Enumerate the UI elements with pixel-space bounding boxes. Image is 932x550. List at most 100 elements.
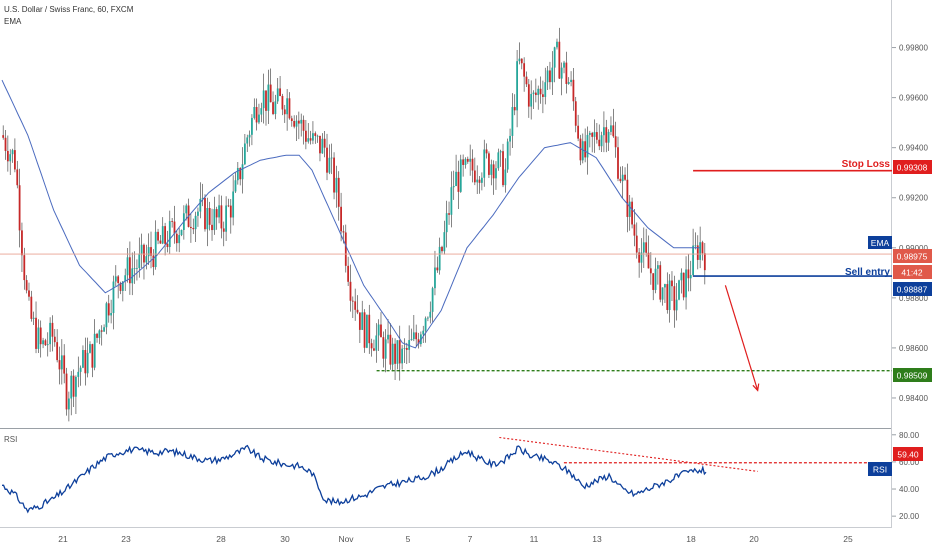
candle-body (656, 265, 659, 269)
candle-body (356, 309, 359, 313)
candle-body (549, 70, 551, 83)
candle-body (4, 137, 7, 151)
sell-entry-price: 0.98887 (897, 285, 928, 295)
candle-body (471, 158, 474, 171)
rsi-tick-label: 40.00 (899, 485, 920, 494)
candle-body (586, 134, 589, 158)
sell-entry-price-tag (893, 282, 932, 296)
candle-body (473, 170, 476, 183)
candle-body (11, 150, 14, 155)
stop-loss-price-tag (893, 160, 932, 174)
candle-body (396, 340, 399, 364)
candle-body (645, 242, 648, 253)
candle-body (225, 205, 228, 232)
candle-body (326, 147, 328, 173)
candle-body (133, 268, 136, 270)
candle-body (246, 137, 249, 144)
candle-body (131, 268, 134, 284)
candle-body (434, 267, 436, 289)
candle-body (699, 242, 702, 260)
rsi-tick-label: 80.00 (899, 431, 920, 440)
candle-body (499, 151, 502, 153)
current-price: 0.98975 (897, 252, 928, 262)
candle-body (368, 314, 371, 344)
candle-body (32, 317, 35, 319)
candle-body (612, 125, 615, 137)
candle-body (314, 133, 317, 136)
time-tick-label: 18 (686, 534, 696, 544)
candle-body (462, 159, 465, 165)
candle-body (241, 164, 244, 180)
candle-body (405, 348, 408, 350)
candle-body (457, 171, 460, 192)
candle-body (518, 58, 521, 62)
candle-body (208, 208, 211, 225)
candle-body (128, 257, 131, 284)
candle-body (389, 334, 392, 365)
candle-body (366, 314, 368, 348)
time-tick-label: 11 (530, 534, 539, 544)
candle-body (476, 179, 479, 183)
candle-body (119, 282, 122, 291)
candle-body (300, 119, 303, 124)
candle-body (617, 147, 619, 179)
candle-body (553, 47, 556, 68)
candle-body (581, 141, 584, 161)
candle-body (436, 267, 439, 271)
candle-body (591, 132, 594, 137)
candle-body (445, 213, 448, 233)
candle-body (194, 215, 197, 230)
candle-body (215, 209, 218, 218)
candle-body (593, 132, 596, 137)
candle-body (276, 88, 279, 102)
candle-body (664, 284, 666, 288)
candle-body (304, 130, 307, 142)
candle-body (342, 231, 345, 233)
candle-body (659, 265, 662, 300)
candle-body (595, 132, 598, 140)
candle-body (340, 206, 342, 232)
candle-body (347, 265, 350, 282)
candle-body (678, 280, 680, 300)
candle-body (513, 107, 516, 111)
candle-body (267, 84, 270, 111)
candle-body (661, 287, 664, 300)
candle-body (626, 179, 629, 217)
candle-body (424, 318, 427, 331)
candle-body (358, 312, 361, 330)
candle-body (520, 58, 523, 64)
candle-body (635, 235, 638, 253)
candle-body (30, 296, 33, 319)
candle-body (565, 62, 568, 84)
candle-body (450, 187, 453, 215)
candle-body (619, 178, 622, 182)
candle-body (44, 340, 47, 346)
candle-body (297, 120, 300, 124)
candle-body (588, 132, 591, 135)
candle-body (671, 280, 673, 287)
candle-body (377, 324, 380, 336)
time-tick-label: 23 (121, 534, 131, 544)
candle-body (274, 101, 277, 115)
candle-body (117, 276, 120, 283)
price-tick-label: 0.99000 (899, 244, 928, 253)
candle-body (511, 107, 514, 136)
time-tick-label: 13 (592, 534, 602, 544)
candle-body (689, 275, 692, 279)
candle-body (84, 350, 87, 374)
candle-body (159, 240, 162, 244)
sell-entry-label: Sell entry (845, 267, 890, 278)
price-tick-label: 0.99800 (899, 44, 928, 53)
candle-body (236, 168, 239, 181)
candle-body (694, 245, 697, 247)
candle-body (171, 221, 174, 222)
candle-body (192, 228, 195, 230)
countdown-tag (893, 265, 932, 279)
price-tick-label: 0.99600 (899, 94, 928, 103)
candle-body (65, 373, 68, 410)
candle-body (490, 164, 493, 175)
candle-body (488, 153, 490, 175)
candle-body (49, 322, 52, 345)
rsi-badge-text: RSI (873, 465, 887, 475)
